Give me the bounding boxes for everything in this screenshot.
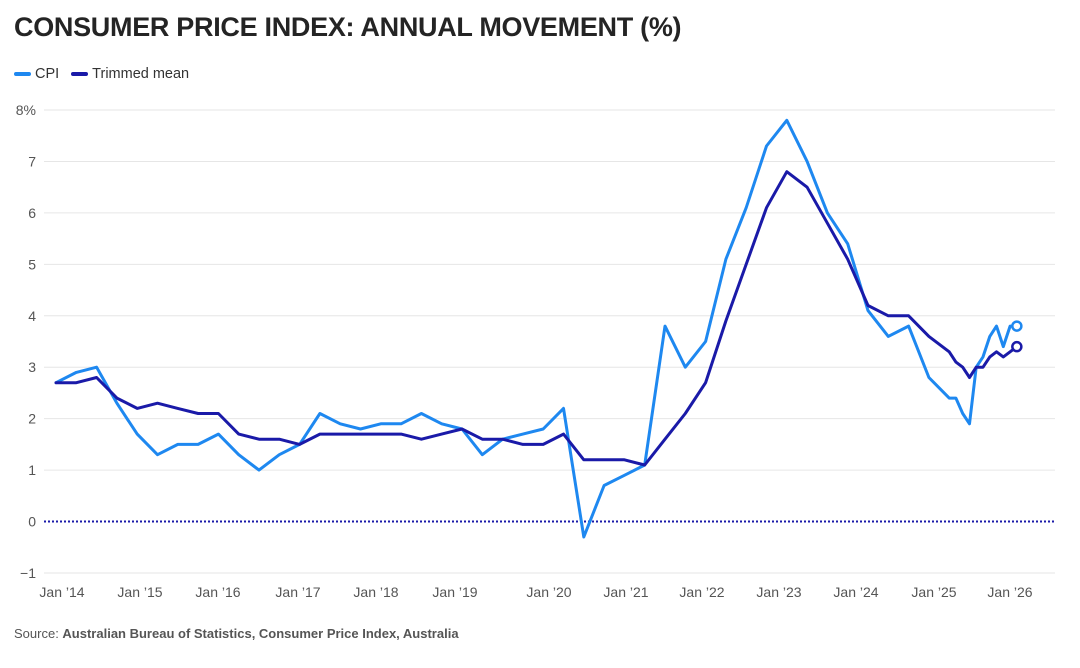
y-axis-ticks: −1 0 1 2 3 4 5 6 7 8%: [16, 102, 36, 581]
legend-swatch-cpi: [14, 72, 31, 76]
x-tick-label: Jan ’20: [526, 584, 571, 600]
legend-swatch-trimmed-mean: [71, 72, 89, 76]
series-end-markers: [1011, 320, 1023, 353]
legend: CPI Trimmed mean: [14, 66, 201, 82]
x-tick-label: Jan ’16: [195, 584, 240, 600]
y-tick-label: 6: [28, 205, 36, 221]
x-tick-label: Jan ’19: [432, 584, 477, 600]
y-tick-label: 2: [28, 411, 36, 427]
series-line-cpi: [54, 118, 1019, 539]
source-note: Source: Australian Bureau of Statistics,…: [14, 626, 459, 641]
x-tick-label: Jan ’21: [603, 584, 648, 600]
x-tick-label: Jan ’22: [679, 584, 724, 600]
end-marker-trimmed-mean: [1011, 340, 1023, 353]
legend-label-trimmed-mean: Trimmed mean: [92, 66, 190, 82]
x-tick-label: Jan ’23: [756, 584, 801, 600]
y-tick-label: 7: [28, 153, 36, 169]
x-tick-label: Jan ’17: [275, 584, 320, 600]
y-tick-label: −1: [20, 565, 36, 581]
y-tick-label: 0: [28, 514, 36, 530]
y-tick-label: 1: [28, 462, 36, 478]
legend-item-trimmed-mean[interactable]: Trimmed mean: [71, 66, 189, 82]
x-tick-label: Jan ’24: [833, 584, 878, 600]
y-tick-label: 3: [28, 359, 36, 375]
series-line-trimmed-mean: [54, 170, 1019, 467]
x-tick-label: Jan ’15: [117, 584, 162, 600]
chart-title: CONSUMER PRICE INDEX: ANNUAL MOVEMENT (%…: [14, 12, 682, 42]
y-tick-label: 8%: [16, 102, 36, 118]
source-prefix: Source:: [14, 626, 63, 641]
y-tick-label: 4: [28, 308, 36, 324]
legend-label-cpi: CPI: [35, 66, 60, 82]
x-tick-label: Jan ’26: [987, 584, 1032, 600]
x-tick-label: Jan ’18: [353, 584, 398, 600]
gridlines: [44, 109, 1055, 574]
end-marker-cpi: [1011, 320, 1023, 332]
x-tick-label: Jan ’25: [911, 584, 956, 600]
x-tick-label: Jan ’14: [39, 584, 84, 600]
y-tick-label: 5: [28, 256, 36, 272]
x-axis-ticks: Jan ’14 Jan ’15 Jan ’16 Jan ’17 Jan ’18 Jan ’…: [39, 584, 1032, 600]
source-text: Australian Bureau of Statistics, Consume…: [62, 626, 459, 641]
legend-item-cpi[interactable]: CPI: [14, 66, 59, 82]
series-lines: [54, 118, 1019, 539]
